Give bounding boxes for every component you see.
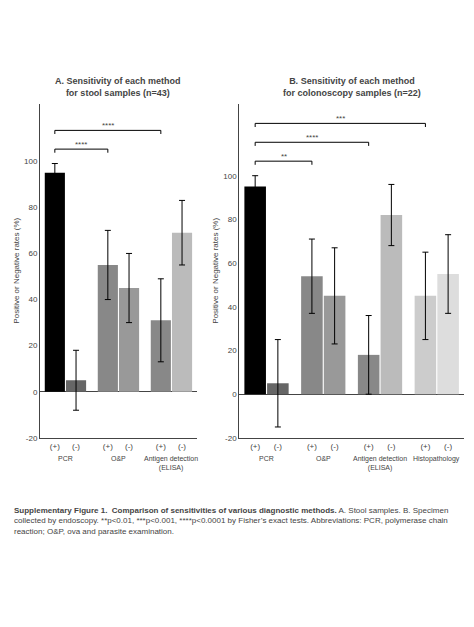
svg-text:100: 100 xyxy=(24,157,38,166)
svg-text:O&P: O&P xyxy=(111,455,126,462)
svg-text:60: 60 xyxy=(228,259,237,268)
svg-text:100: 100 xyxy=(223,171,237,180)
svg-text:60: 60 xyxy=(28,249,37,258)
svg-text:20: 20 xyxy=(228,346,237,355)
svg-text:0: 0 xyxy=(232,390,237,399)
svg-text:(+): (+) xyxy=(156,442,166,451)
svg-text:****: **** xyxy=(75,140,87,149)
svg-text:****: **** xyxy=(306,133,318,142)
svg-text:20: 20 xyxy=(28,341,37,350)
svg-text:PCR: PCR xyxy=(259,455,274,462)
svg-text:(+): (+) xyxy=(420,442,430,451)
svg-text:(+): (+) xyxy=(250,442,260,451)
svg-text:Antigen detection(ELISA): Antigen detection(ELISA) xyxy=(144,455,198,472)
svg-text:A. Sensitivity of each methodf: A. Sensitivity of each methodfor stool s… xyxy=(55,76,181,98)
svg-text:***: *** xyxy=(336,114,345,123)
svg-text:(-): (-) xyxy=(387,442,395,451)
svg-text:(-): (-) xyxy=(331,442,339,451)
svg-text:40: 40 xyxy=(228,303,237,312)
svg-text:-20: -20 xyxy=(26,434,38,443)
svg-text:B. Sensitivity of each methodf: B. Sensitivity of each methodfor colonos… xyxy=(283,76,421,98)
svg-text:80: 80 xyxy=(28,203,37,212)
svg-text:Positive or Negative rates (%): Positive or Negative rates (%) xyxy=(211,218,220,324)
svg-text:0: 0 xyxy=(33,388,38,397)
svg-text:(+): (+) xyxy=(103,442,113,451)
svg-text:-20: -20 xyxy=(225,434,237,443)
svg-text:Histopathology: Histopathology xyxy=(413,455,460,463)
svg-text:(-): (-) xyxy=(274,442,282,451)
svg-text:**: ** xyxy=(281,152,287,161)
svg-text:(-): (-) xyxy=(72,442,80,451)
svg-text:(+): (+) xyxy=(307,442,317,451)
svg-text:Supplementary Figure 1. Compa: Supplementary Figure 1. Comparison of se… xyxy=(14,506,448,536)
svg-text:80: 80 xyxy=(228,215,237,224)
svg-text:O&P: O&P xyxy=(316,455,331,462)
svg-text:Positive or Negative rates (%): Positive or Negative rates (%) xyxy=(12,218,21,324)
svg-text:(-): (-) xyxy=(178,442,186,451)
svg-text:****: **** xyxy=(102,121,114,130)
svg-text:(-): (-) xyxy=(125,442,133,451)
svg-text:(+): (+) xyxy=(50,442,60,451)
svg-text:PCR: PCR xyxy=(58,455,73,462)
svg-text:Antigen detection(ELISA): Antigen detection(ELISA) xyxy=(353,455,407,472)
svg-text:(-): (-) xyxy=(444,442,452,451)
svg-text:40: 40 xyxy=(28,295,37,304)
svg-text:(+): (+) xyxy=(364,442,374,451)
